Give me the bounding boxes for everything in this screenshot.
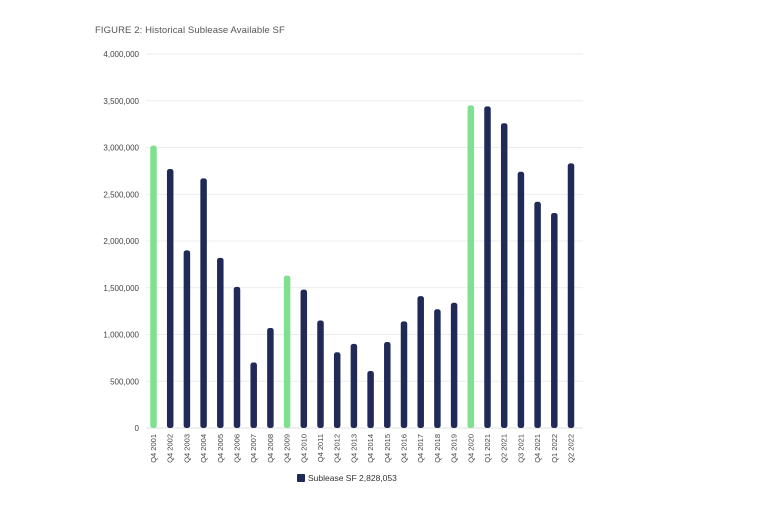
x-tick-label: Q4 2005 (216, 434, 225, 463)
y-tick-label: 2,000,000 (103, 237, 139, 246)
bar-q4-2005 (217, 257, 224, 428)
bar-q3-2021 (517, 171, 525, 428)
chart-title: FIGURE 2: Historical Sublease Available … (95, 25, 285, 36)
bars (150, 105, 575, 429)
x-tick-label: Q3 2021 (516, 434, 525, 463)
bar-q4-2001 (150, 145, 157, 428)
x-tick-label: Q4 2016 (400, 434, 409, 463)
bar-q4-2006 (233, 286, 241, 428)
x-tick-label: Q4 2017 (416, 434, 425, 463)
bar-q4-2007 (250, 362, 257, 428)
x-tick-label: Q4 2009 (283, 434, 292, 463)
x-tick-label: Q4 2020 (466, 434, 475, 463)
bar-q4-2015 (384, 341, 391, 428)
y-tick-label: 2,500,000 (103, 190, 139, 199)
y-tick-label: 0 (135, 424, 140, 433)
bar-q4-2003 (183, 250, 191, 428)
bar-q4-2018 (434, 309, 441, 428)
x-tick-label: Q2 2022 (567, 434, 576, 463)
legend-swatch (297, 474, 305, 482)
bar-q1-2021 (484, 106, 491, 429)
x-tick-label: Q1 2022 (550, 434, 559, 463)
bar-q1-2022 (551, 212, 558, 428)
x-tick-label: Q4 2013 (349, 434, 358, 463)
y-tick-label: 4,000,000 (103, 50, 139, 59)
y-tick-label: 500,000 (110, 377, 139, 386)
y-tick-label: 3,500,000 (103, 97, 139, 106)
bar-q4-2019 (450, 302, 458, 428)
bar-q2-2022 (567, 163, 575, 428)
y-axis-ticks: 4,000,000 3,500,000 3,000,000 2,500,000 2,00… (103, 50, 139, 433)
gridlines (146, 53, 583, 429)
x-axis-ticks: Q4 2001 Q4 2002 Q4 2003 Q4 2004 Q4 2005 Q4 20… (149, 434, 576, 463)
x-tick-label: Q4 2001 (149, 434, 158, 463)
bar-q4-2009 (283, 275, 291, 428)
x-tick-label: Q4 2008 (266, 434, 275, 463)
bar-q4-2016 (400, 321, 408, 428)
x-tick-label: Q4 2021 (533, 434, 542, 463)
x-tick-label: Q4 2004 (199, 434, 208, 463)
bar-q4-2021 (534, 201, 541, 428)
y-tick-label: 1,500,000 (103, 284, 139, 293)
x-tick-label: Q1 2021 (483, 434, 492, 463)
bar-q4-2008 (267, 327, 274, 428)
y-tick-label: 1,000,000 (103, 331, 139, 340)
x-tick-label: Q4 2011 (316, 434, 325, 462)
bar-q4-2020 (467, 105, 475, 429)
x-tick-label: Q4 2010 (299, 434, 308, 463)
x-tick-label: Q2 2021 (500, 434, 509, 463)
bar-q4-2004 (200, 178, 207, 428)
bar-q2-2021 (500, 123, 508, 428)
bar-q4-2010 (300, 289, 308, 428)
x-tick-label: Q4 2012 (333, 434, 342, 463)
x-tick-label: Q4 2019 (450, 434, 459, 463)
bar-q4-2011 (317, 320, 324, 428)
y-tick-label: 3,000,000 (103, 144, 139, 153)
x-tick-label: Q4 2014 (366, 434, 375, 463)
x-tick-label: Q4 2015 (383, 434, 392, 463)
bar-q4-2012 (333, 352, 341, 428)
bar-q4-2014 (367, 370, 374, 428)
bar-q4-2002 (166, 169, 174, 428)
bar-q4-2013 (350, 343, 358, 428)
x-tick-label: Q4 2003 (182, 434, 191, 463)
chart-legend: Sublease SF 2,828,053 (297, 473, 397, 483)
bar-q4-2017 (417, 296, 424, 428)
x-tick-label: Q4 2018 (433, 434, 442, 463)
x-tick-label: Q4 2007 (249, 434, 258, 463)
legend-label: Sublease SF 2,828,053 (308, 473, 397, 483)
x-tick-label: Q4 2002 (166, 434, 175, 463)
x-tick-label: Q4 2006 (233, 434, 242, 463)
